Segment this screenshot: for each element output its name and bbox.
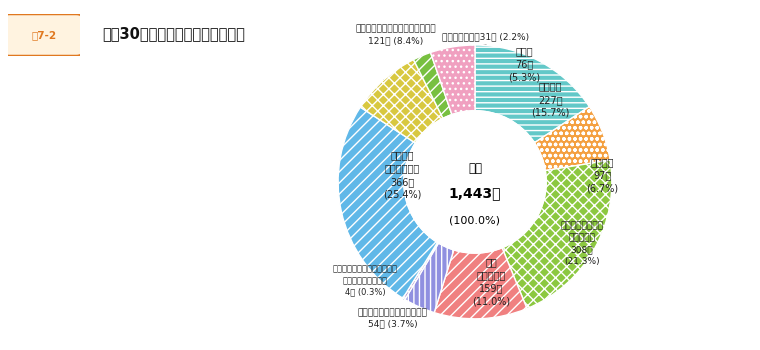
Wedge shape [534,107,610,170]
Wedge shape [475,45,589,143]
Wedge shape [403,243,439,300]
Text: バワハラ以外のいじめ・嫌がらせ
121件 (8.4%): バワハラ以外のいじめ・嫌がらせ 121件 (8.4%) [355,24,436,45]
Wedge shape [430,45,475,114]
Wedge shape [360,60,443,143]
Wedge shape [502,160,612,309]
Text: 給与関係
97件
(6.7%): 給与関係 97件 (6.7%) [586,157,619,193]
Text: 健康
安全等関係
159件
(11.0%): 健康 安全等関係 159件 (11.0%) [473,257,511,307]
FancyBboxPatch shape [4,14,82,56]
Text: パワー・
ハラスメント
366件
(25.4%): パワー・ ハラスメント 366件 (25.4%) [383,150,422,200]
Text: 勤務時間、休暇、
服務等関係
308件
(21.3%): 勤務時間、休暇、 服務等関係 308件 (21.3%) [560,221,603,266]
Text: 妊娠、出産、育児又は介護に
関するハラスメント
4件 (0.3%): 妊娠、出産、育児又は介護に 関するハラスメント 4件 (0.3%) [333,264,398,297]
Text: 1,443件: 1,443件 [448,186,502,200]
Wedge shape [405,243,454,313]
Text: 任用関係
227件
(15.7%): 任用関係 227件 (15.7%) [531,82,569,118]
Text: 人事評価関係　31件 (2.2%): 人事評価関係 31件 (2.2%) [442,32,530,41]
Circle shape [404,111,546,253]
Text: その他
76件
(5.3%): その他 76件 (5.3%) [508,46,540,82]
Text: 図7-2: 図7-2 [31,30,56,40]
Text: (100.0%): (100.0%) [449,215,501,225]
Text: セクシュアル・ハラスメント
54件 (3.7%): セクシュアル・ハラスメント 54件 (3.7%) [358,308,428,329]
Text: 平成30年度苦情相談の内容別件数: 平成30年度苦情相談の内容別件数 [103,26,245,41]
Wedge shape [413,52,452,118]
Wedge shape [434,248,527,319]
Wedge shape [338,107,438,298]
Text: 総数: 総数 [468,162,482,175]
